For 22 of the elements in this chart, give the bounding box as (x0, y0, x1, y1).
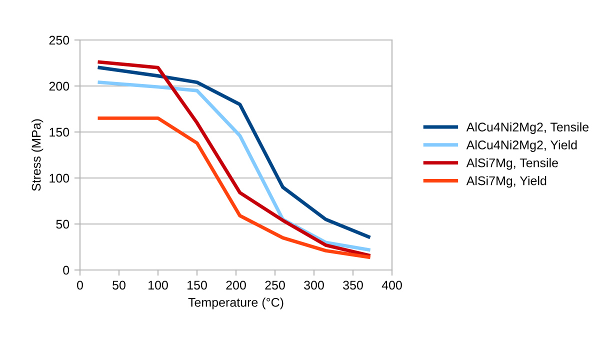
y-tick-label: 150 (50, 128, 70, 137)
legend-label: AlSi7Mg, Tensile (466, 158, 558, 170)
legend-label: AlCu4Ni2Mg2, Yield (466, 140, 577, 152)
x-tick-label: 100 (148, 280, 168, 290)
y-tick-label: 0 (63, 266, 70, 275)
x-tick-label: 50 (112, 280, 126, 290)
x-tick-label: 0 (77, 280, 83, 290)
y-tick-label: 200 (49, 82, 70, 91)
x-tick-label: 150 (188, 280, 207, 290)
y-tick-label: 250 (49, 36, 70, 45)
x-tick-label: 400 (382, 280, 402, 290)
y-tick-label: 50 (56, 220, 70, 229)
x-tick-label: 300 (304, 280, 324, 290)
x-tick-label: 350 (343, 280, 363, 290)
y-axis-title: Stress (MPa) (32, 119, 44, 191)
line-series (98, 116, 370, 259)
y-tick-label: 100 (50, 174, 70, 183)
legend-label: AlCu4Ni2Mg2, Tensile (466, 122, 589, 134)
x-tick-label: 200 (226, 280, 246, 290)
x-axis-title: Temperature (°C) (188, 298, 284, 310)
x-tick-label: 250 (265, 280, 285, 290)
legend-label: AlSi7Mg, Yield (466, 176, 546, 188)
